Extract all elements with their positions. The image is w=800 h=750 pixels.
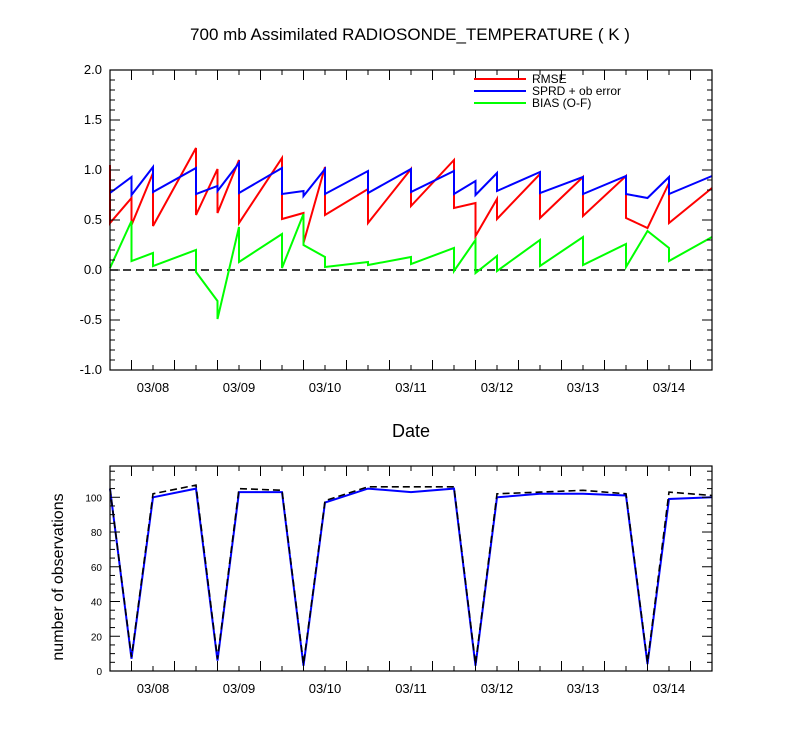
y-tick-label: 0.5	[84, 212, 102, 227]
x-tick-label: 03/10	[309, 681, 342, 696]
x-tick-label: 03/12	[481, 380, 514, 395]
chart-title: 700 mb Assimilated RADIOSONDE_TEMPERATUR…	[190, 25, 630, 44]
x-tick-label: 03/08	[137, 380, 170, 395]
x-tick-label: 03/11	[395, 681, 427, 696]
legend-label: BIAS (O-F)	[532, 96, 591, 110]
x-tick-label: 03/13	[567, 681, 600, 696]
y-tick-label: 0.0	[84, 262, 102, 277]
top-x-axis: 03/08 03/09 03/10 03/11 03/12 03/13 03/14	[109, 70, 713, 395]
series-line	[109, 484, 713, 665]
top-series-group	[109, 147, 713, 320]
y-tick-label: 40	[91, 598, 103, 609]
bottom-series-group	[109, 484, 713, 666]
y-tick-label: 1.0	[84, 162, 102, 177]
y-axis-label-observations: number of observations	[50, 493, 67, 660]
x-tick-label: 03/13	[567, 380, 600, 395]
series-line	[109, 160, 713, 200]
y-tick-label: 0	[96, 667, 102, 678]
x-axis-label: Date	[392, 421, 430, 441]
x-tick-label: 03/09	[223, 681, 256, 696]
legend-label: SPRD + ob error	[532, 84, 621, 98]
y-tick-label: 100	[85, 493, 102, 504]
bottom-y-axis: 0 20 40 60 80 100	[85, 470, 712, 678]
y-tick-label: 80	[91, 528, 103, 539]
y-tick-label: -0.5	[80, 312, 102, 327]
x-tick-label: 03/12	[481, 681, 514, 696]
x-tick-label: 03/11	[395, 380, 427, 395]
y-tick-label: 60	[91, 563, 103, 574]
series-line	[109, 147, 713, 244]
series-line	[109, 213, 713, 320]
bottom-plot-frame	[109, 465, 713, 672]
x-tick-label: 03/14	[653, 380, 686, 395]
legend-label: RMSE	[532, 72, 567, 86]
x-tick-label: 03/08	[137, 681, 170, 696]
y-tick-label: -1.0	[80, 362, 102, 377]
y-tick-label: 2.0	[84, 62, 102, 77]
bottom-x-axis: 03/08 03/09 03/10 03/11 03/12 03/13 03/14	[109, 466, 713, 696]
y-tick-label: 20	[91, 632, 103, 643]
y-tick-label: 1.5	[84, 112, 102, 127]
x-tick-label: 03/10	[309, 380, 342, 395]
x-tick-label: 03/09	[223, 380, 256, 395]
x-tick-label: 03/14	[653, 681, 686, 696]
top-plot-frame	[109, 69, 713, 371]
top-y-axis: -1.0 -0.5 0.0 0.5 1.0 1.5 2.0	[80, 62, 712, 377]
top-panel: 700 mb Assimilated RADIOSONDE_TEMPERATUR…	[80, 25, 713, 441]
